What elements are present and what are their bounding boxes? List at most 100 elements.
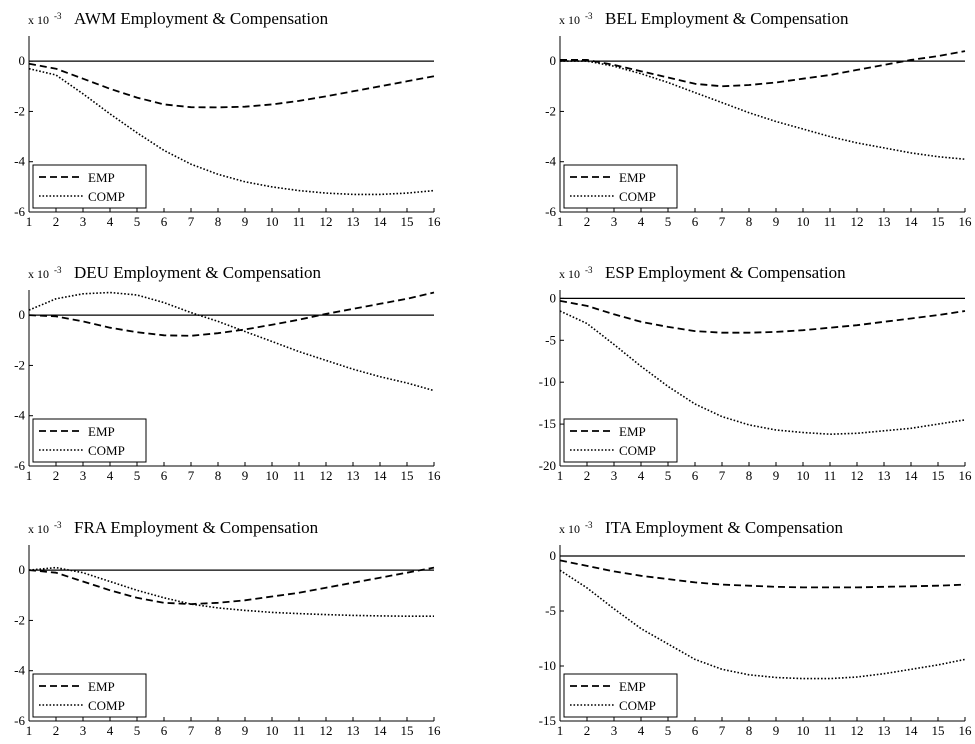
legend-label: COMP bbox=[88, 443, 125, 458]
x-tick-label: 8 bbox=[215, 723, 222, 738]
series-line-emp bbox=[560, 50, 966, 88]
y-tick-label: -15 bbox=[539, 416, 556, 431]
x-tick-label: 14 bbox=[374, 723, 388, 738]
y-tick-label: -6 bbox=[545, 204, 556, 219]
x-tick-label: 11 bbox=[824, 723, 837, 738]
legend-label: COMP bbox=[88, 698, 125, 713]
y-tick-label: -6 bbox=[14, 713, 25, 728]
x-tick-label: 16 bbox=[959, 468, 973, 483]
x-tick-label: 11 bbox=[293, 468, 306, 483]
x-tick-label: 13 bbox=[878, 723, 891, 738]
legend-box bbox=[32, 418, 147, 463]
y-tick-label: 0 bbox=[19, 307, 26, 322]
x-tick-label: 9 bbox=[242, 723, 249, 738]
x-tick-label: 7 bbox=[188, 214, 195, 229]
x-tick-label: 6 bbox=[161, 723, 168, 738]
chart-title: ESP Employment & Compensation bbox=[605, 263, 846, 282]
x-tick-label: 8 bbox=[746, 214, 753, 229]
x-tick-label: 6 bbox=[692, 214, 699, 229]
x-tick-label: 15 bbox=[932, 214, 945, 229]
y-tick-label: -4 bbox=[14, 663, 25, 678]
x-tick-label: 6 bbox=[692, 723, 699, 738]
y-tick-label: -4 bbox=[14, 154, 25, 169]
x-tick-label: 1 bbox=[26, 214, 33, 229]
x-tick-label: 10 bbox=[797, 723, 810, 738]
series-line-emp bbox=[28, 291, 435, 337]
chart-panel-1: 0-2-4-61 2 3 4 5 6 7 8 9 10 11 12 13 14 15 16x 10 -3 BEL … bbox=[545, 9, 972, 229]
x-tick-label: 14 bbox=[374, 214, 388, 229]
x-tick-label: 13 bbox=[347, 723, 360, 738]
series-line-comp bbox=[559, 569, 966, 680]
x-tick-label: 13 bbox=[878, 468, 891, 483]
scale-factor-label: x 10 bbox=[559, 13, 580, 27]
x-tick-label: 5 bbox=[665, 468, 672, 483]
chart-title: BEL Employment & Compensation bbox=[605, 9, 849, 28]
chart-panel-4: 0-2-4-61 2 3 4 5 6 7 8 9 10 11 12 13 14 15 16x 10 -3 FRA … bbox=[14, 518, 441, 738]
x-tick-label: 2 bbox=[53, 723, 60, 738]
chart-panel-0: 0-2-4-61 2 3 4 5 6 7 8 9 10 11 12 13 14 15 16x 10 -3 AWM … bbox=[14, 9, 441, 229]
x-tick-label: 4 bbox=[638, 214, 645, 229]
series-line-comp bbox=[28, 291, 435, 392]
x-tick-label: 12 bbox=[320, 214, 333, 229]
scale-factor-exponent: -3 bbox=[54, 520, 62, 530]
y-tick-label: -20 bbox=[539, 458, 556, 473]
x-tick-label: 1 bbox=[26, 468, 33, 483]
y-tick-label: -5 bbox=[545, 603, 556, 618]
x-tick-label: 13 bbox=[878, 214, 891, 229]
x-tick-label: 10 bbox=[797, 214, 810, 229]
x-tick-label: 12 bbox=[851, 468, 864, 483]
chart-title: DEU Employment & Compensation bbox=[74, 263, 321, 282]
x-tick-label: 5 bbox=[665, 723, 672, 738]
x-tick-label: 1 bbox=[557, 214, 564, 229]
x-tick-label: 9 bbox=[773, 214, 780, 229]
x-tick-label: 16 bbox=[428, 723, 442, 738]
scale-factor-exponent: -3 bbox=[585, 11, 593, 21]
x-tick-label: 2 bbox=[584, 468, 591, 483]
x-tick-label: 14 bbox=[374, 468, 388, 483]
x-tick-label: 4 bbox=[638, 468, 645, 483]
y-tick-label: 0 bbox=[550, 548, 557, 563]
x-tick-label: 11 bbox=[824, 214, 837, 229]
legend-label: EMP bbox=[619, 424, 646, 439]
legend-label: COMP bbox=[619, 189, 656, 204]
series-line-emp bbox=[559, 300, 966, 334]
scale-factor-label: x 10 bbox=[559, 267, 580, 281]
y-tick-label: -2 bbox=[14, 612, 25, 627]
x-tick-label: 5 bbox=[134, 214, 141, 229]
x-tick-label: 8 bbox=[746, 723, 753, 738]
x-tick-label: 15 bbox=[932, 468, 945, 483]
legend-label: EMP bbox=[619, 170, 646, 185]
x-tick-label: 2 bbox=[584, 214, 591, 229]
scale-factor-exponent: -3 bbox=[585, 265, 593, 275]
legend-label: EMP bbox=[88, 424, 115, 439]
x-tick-label: 15 bbox=[932, 723, 945, 738]
y-tick-label: 0 bbox=[19, 53, 26, 68]
x-tick-label: 9 bbox=[773, 468, 780, 483]
chart-panel-5: 0-5-10-151 2 3 4 5 6 7 8 9 10 11 12 13 14 15 16x 10 -3 IT… bbox=[539, 518, 972, 738]
chart-title: ITA Employment & Compensation bbox=[605, 518, 844, 537]
x-tick-label: 9 bbox=[242, 468, 249, 483]
x-tick-label: 1 bbox=[557, 723, 564, 738]
x-tick-label: 12 bbox=[320, 723, 333, 738]
x-tick-label: 4 bbox=[107, 723, 114, 738]
legend-box bbox=[32, 164, 147, 209]
x-tick-label: 7 bbox=[188, 468, 195, 483]
legend-label: EMP bbox=[619, 679, 646, 694]
x-tick-label: 1 bbox=[26, 723, 33, 738]
x-tick-label: 6 bbox=[692, 468, 699, 483]
x-tick-label: 14 bbox=[905, 214, 919, 229]
legend-label: COMP bbox=[619, 443, 656, 458]
x-tick-label: 11 bbox=[293, 723, 306, 738]
x-tick-label: 14 bbox=[905, 723, 919, 738]
x-tick-label: 2 bbox=[53, 468, 60, 483]
y-tick-label: -2 bbox=[14, 357, 25, 372]
x-tick-label: 4 bbox=[638, 723, 645, 738]
series-line-comp bbox=[28, 67, 435, 196]
y-tick-label: 0 bbox=[550, 290, 557, 305]
x-tick-label: 6 bbox=[161, 214, 168, 229]
y-tick-label: -2 bbox=[14, 103, 25, 118]
x-tick-label: 8 bbox=[215, 468, 222, 483]
chart-panel-3: 0-5-10-15-201 2 3 4 5 6 7 8 9 10 11 12 13 14 15 16x 10-… bbox=[539, 263, 972, 483]
x-tick-label: 3 bbox=[80, 468, 87, 483]
